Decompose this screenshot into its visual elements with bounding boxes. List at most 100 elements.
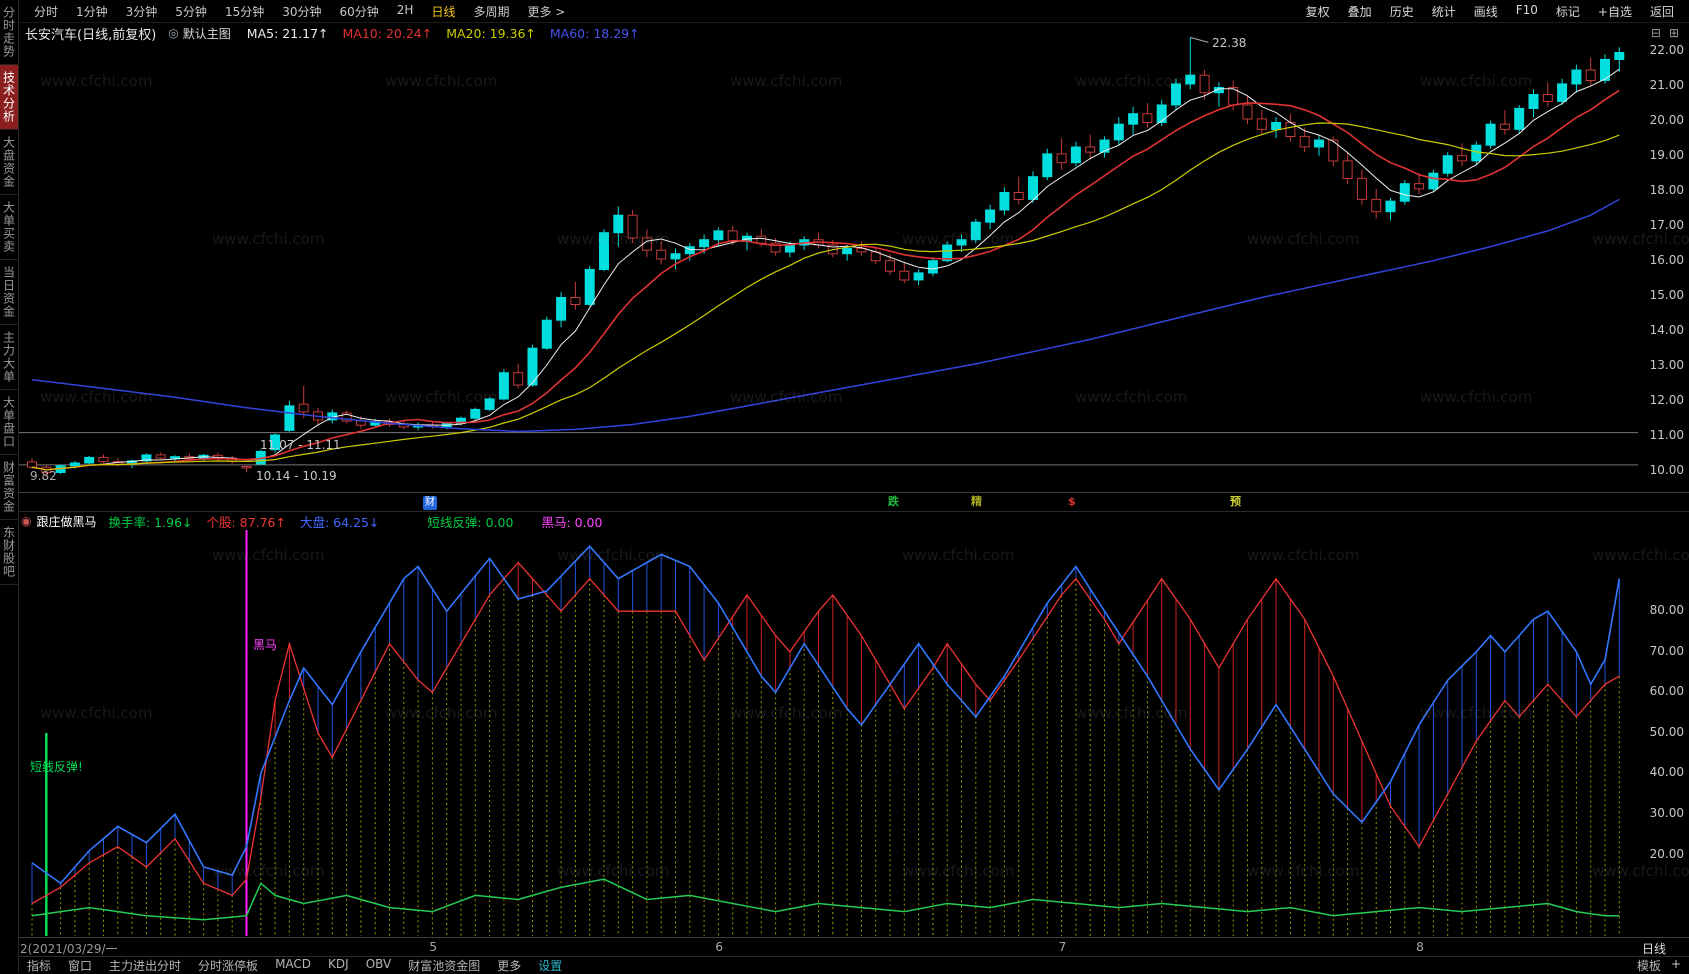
bottom-tool-4[interactable]: MACD <box>275 956 312 971</box>
sidebar-item-8[interactable]: 东财股吧 <box>0 520 18 585</box>
event-marker-2[interactable]: 精 <box>971 495 982 508</box>
low-price-annotation: 9.82 <box>30 469 57 483</box>
sidebar-item-5[interactable]: 主力大单 <box>0 325 18 390</box>
sidebar-item-4[interactable]: 当日资金 <box>0 260 18 325</box>
stock-title[interactable]: 长安汽车(日线,前复权) <box>25 27 157 43</box>
indicator-axis-label: 50.00 <box>1649 724 1684 739</box>
separator <box>0 511 1689 512</box>
bottom-tool-5[interactable]: KDJ <box>328 956 349 971</box>
top-toolbar: 分时 1分钟 3分钟 5分钟 15分钟 30分钟 60分钟 2H 日线 多周期 更多 > 复权 叠加 历… <box>19 0 1689 23</box>
indicator-values: 换手率: 1.96↓ 个股: 87.76↑ 大盘: 64.25↓ 短线反弹: 0.00… <box>107 512 603 531</box>
top-tool-7[interactable]: +自选 <box>1597 4 1632 19</box>
top-tool-2[interactable]: 历史 <box>1389 4 1414 19</box>
sidebar-item-1[interactable]: 技术分析 <box>0 65 18 130</box>
indicator-svg[interactable] <box>18 530 1638 936</box>
sidebar-item-7[interactable]: 财富资金 <box>0 455 18 520</box>
price-axis-label: 16.00 <box>1649 252 1684 267</box>
indicator-value-0: 换手率: 1.96↓ <box>108 514 193 530</box>
period-tab-9[interactable]: 多周期 <box>473 4 510 19</box>
bottom-tool-6[interactable]: OBV <box>365 956 392 971</box>
period-tab-4[interactable]: 15分钟 <box>224 4 265 19</box>
top-tool-4[interactable]: 画线 <box>1473 4 1498 19</box>
period-tab-10[interactable]: 更多 > <box>527 4 566 19</box>
indicator-circle-icon: ◉ <box>21 514 32 528</box>
bottom-right-tool-0[interactable]: 模板 <box>1636 958 1661 973</box>
price-axis-label: 13.00 <box>1649 357 1684 372</box>
main-candlestick-chart[interactable] <box>18 36 1638 492</box>
pane-grid-icon[interactable]: ⊞ <box>1668 26 1679 40</box>
indicator-axis-label: 30.00 <box>1649 806 1684 820</box>
bottom-toolbar-items: 指标 窗口 主力进出分时 分时涨停板 MACD KDJ OBV 财富池资金图 更多 设置 <box>27 957 562 974</box>
panel-separator <box>0 492 1689 493</box>
top-tool-8[interactable]: 返回 <box>1649 4 1674 19</box>
event-marker-0[interactable]: 财 <box>423 495 437 510</box>
bottom-tool-1[interactable]: 窗口 <box>68 958 93 973</box>
top-tool-5[interactable]: F10 <box>1515 2 1538 17</box>
sidebar-item-2[interactable]: 大盘资金 <box>0 130 18 195</box>
event-marker-1[interactable]: 跌 <box>888 495 899 508</box>
price-axis-label: 14.00 <box>1649 322 1684 337</box>
event-marker-4[interactable]: 预 <box>1230 495 1241 508</box>
price-axis-label: 22.00 <box>1649 42 1684 57</box>
event-badge-0: 财 <box>423 496 437 510</box>
price-axis-label: 20.00 <box>1649 112 1684 127</box>
period-tab-5[interactable]: 30分钟 <box>282 4 322 19</box>
month-label-6: 6 <box>715 940 724 954</box>
bottom-tool-2[interactable]: 主力进出分时 <box>109 958 182 973</box>
date-label: 2(2021/03/29/一 <box>20 942 118 956</box>
short-rebound-signal-label: 短线反弹! <box>30 760 83 774</box>
indicator-value-2: 大盘: 64.25↓ <box>299 514 380 530</box>
ma-label-undefined: MA5: 21.17↑ <box>246 25 329 41</box>
indicator-chart[interactable] <box>18 530 1638 936</box>
top-tool-3[interactable]: 统计 <box>1431 4 1456 19</box>
price-axis-label: 11.00 <box>1649 427 1684 442</box>
top-tools: 复权 叠加 历史 统计 画线 F10 标记 +自选 返回 <box>1297 3 1683 20</box>
period-tab-8[interactable]: 日线 <box>431 4 456 19</box>
price-axis-label: 12.00 <box>1649 392 1684 407</box>
price-axis-label: 17.00 <box>1649 217 1684 232</box>
indicator-axis-label: 40.00 <box>1649 765 1684 780</box>
month-label-7: 7 <box>1058 940 1067 954</box>
sidebar-item-3[interactable]: 大单买卖 <box>0 195 18 260</box>
gap-lower-annotation: 10.14 - 10.19 <box>256 469 337 483</box>
period-tab-2[interactable]: 3分钟 <box>125 4 158 19</box>
price-axis-label: 21.00 <box>1649 77 1684 92</box>
event-marker-3[interactable]: $ <box>1068 495 1076 508</box>
sidebar-item-0[interactable]: 分时走势 <box>0 0 18 65</box>
pane-minimize-icon[interactable]: ⊟ <box>1650 26 1661 40</box>
top-tool-0[interactable]: 复权 <box>1305 4 1330 19</box>
period-tab-3[interactable]: 5分钟 <box>175 4 207 19</box>
bottom-tool-9[interactable]: 设置 <box>538 958 563 973</box>
price-axis-label: 19.00 <box>1649 147 1684 162</box>
top-tool-6[interactable]: 标记 <box>1555 4 1580 19</box>
header-pane-icons: ⊟ ⊞ <box>1651 26 1679 40</box>
price-axis-label: 18.00 <box>1649 182 1684 197</box>
ma-values: MA5: 21.17↑ MA10: 20.24↑ MA20: 19.36↑ MA60:… <box>247 26 654 41</box>
separator <box>0 956 1689 957</box>
bottom-tool-8[interactable]: 更多 <box>497 958 522 973</box>
bottom-right-tool-1[interactable]: + <box>1670 956 1681 971</box>
bottom-tool-0[interactable]: 指标 <box>27 958 52 973</box>
indicator-axis-label: 70.00 <box>1649 643 1684 658</box>
bottom-toolbar: 指标 窗口 主力进出分时 分时涨停板 MACD KDJ OBV 财富池资金图 更多 设置 模板 + <box>19 957 1689 973</box>
price-axis-label: 10.00 <box>1649 462 1684 477</box>
main-layout-selector[interactable]: 默认主图 <box>182 26 231 41</box>
month-label-5: 5 <box>429 940 438 954</box>
indicator-axis-label: 60.00 <box>1649 684 1684 699</box>
indicator-name[interactable]: 跟庄做黑马 <box>36 514 97 529</box>
bottom-tool-3[interactable]: 分时涨停板 <box>198 958 259 973</box>
period-tab-1[interactable]: 1分钟 <box>76 4 108 19</box>
sidebar-item-6[interactable]: 大单盘口 <box>0 390 18 455</box>
event-marker-row: 财 跌 精 $ 预 <box>18 494 1638 511</box>
period-tabs: 分时 1分钟 3分钟 5分钟 15分钟 30分钟 60分钟 2H 日线 多周期 更多 > <box>25 3 574 20</box>
ma-label-undefined: MA10: 20.24↑ <box>342 25 433 41</box>
gap-upper-annotation: 11.07 - 11.11 <box>260 438 341 452</box>
candlestick-svg[interactable] <box>18 36 1638 492</box>
price-axis-label: 15.00 <box>1649 287 1684 302</box>
indicator-header: ◉ 跟庄做黑马 换手率: 1.96↓ 个股: 87.76↑ 大盘: 64.25↓ 短线… <box>19 512 1689 530</box>
period-tab-7[interactable]: 2H <box>396 2 414 17</box>
period-tab-6[interactable]: 60分钟 <box>339 4 379 19</box>
period-tab-0[interactable]: 分时 <box>34 4 59 19</box>
top-tool-1[interactable]: 叠加 <box>1347 4 1372 19</box>
bottom-tool-7[interactable]: 财富池资金图 <box>408 958 481 973</box>
